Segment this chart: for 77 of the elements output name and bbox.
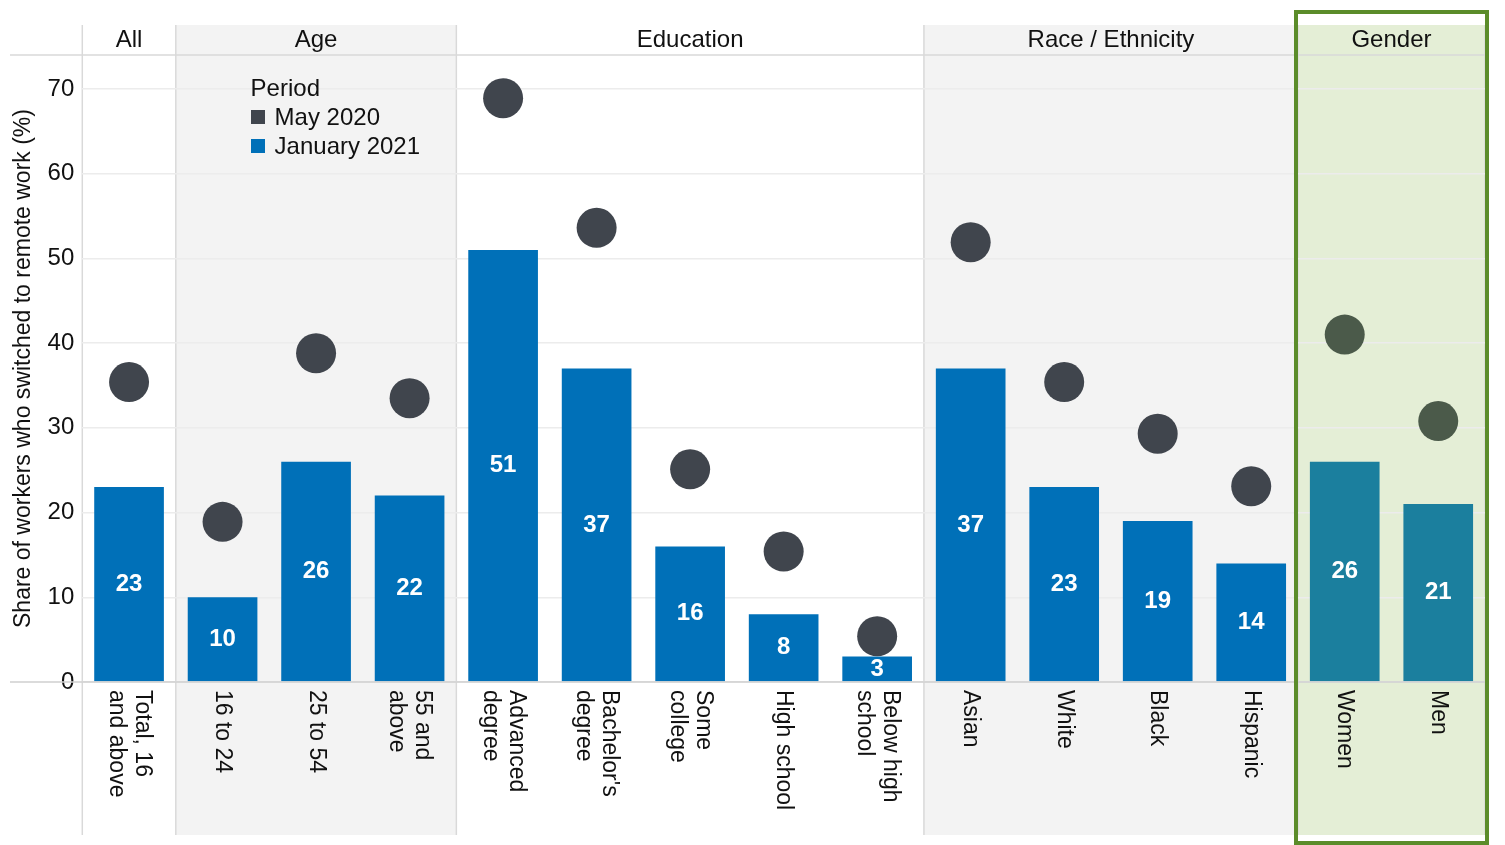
point [296,333,337,374]
x-tick-label: Advanced degree [478,690,531,793]
x-tick-label: Women [1333,690,1360,769]
y-tick-label: 0 [60,666,75,694]
data-label: 10 [209,623,236,651]
bar [1122,521,1193,682]
point [109,362,150,403]
point [763,531,804,572]
y-tick-label: 70 [47,73,75,101]
point [1231,466,1272,507]
point [1324,314,1365,355]
data-label: 51 [489,450,517,478]
legend-label: May 2020 [273,102,381,131]
y-tick-label: 50 [47,242,75,270]
bar [374,495,445,682]
x-tick-label: Asian [959,690,986,748]
bar [842,656,912,682]
point [1418,401,1459,442]
data-label: 16 [676,598,704,626]
data-label: 26 [302,556,330,584]
legend-label: January 2021 [273,131,421,160]
data-label: 37 [583,509,610,537]
y-tick-label: 30 [47,412,75,440]
bar [281,461,351,682]
text: Education [636,24,744,52]
y-tick-label: 60 [47,158,75,186]
bar [748,614,819,682]
point [202,501,243,542]
data-label: 3 [870,653,884,681]
x-tick-label: 16 to 24 [211,690,238,774]
data-label: 23 [1050,568,1078,596]
bar [1403,504,1474,682]
band-label: Gender [1351,24,1432,52]
legend-title: Period [250,73,321,102]
point [857,616,898,657]
x-tick-label: 25 to 54 [304,690,331,774]
x-tick-label: 55 and above [385,690,438,761]
x-tick-label: Hispanic [1239,690,1266,779]
x-tick-label: Black [1146,690,1173,747]
point [670,449,711,490]
data-label: 21 [1424,577,1452,605]
x-tick-label: Bachelor's degree [572,690,625,797]
x-tick-label: Total, 16 and above [104,690,157,798]
x-tick-label: High school [772,690,799,811]
data-label: 23 [115,568,143,596]
data-label: 22 [396,573,423,601]
point [1137,413,1178,454]
data-label: 14 [1237,606,1266,634]
text: All [115,24,143,52]
point [950,222,991,263]
data-label: 26 [1331,556,1359,584]
x-tick-label: Men [1426,690,1453,735]
bar [468,249,538,682]
bar [94,487,164,682]
bar [561,368,632,682]
y-tick-label: 20 [47,497,75,525]
bar [187,597,258,682]
data-label: 8 [776,632,791,660]
bar [655,546,725,682]
y-tick-label: 10 [47,581,75,609]
bar [1029,487,1100,682]
band-label: Age [294,24,338,52]
data-label: 37 [957,509,985,537]
bar [935,368,1006,682]
x-tick-label: Some college [665,690,718,763]
x-tick-label: Below high school [852,690,905,803]
y-axis-title: Share of workers who switched to remote work (%) [9,109,36,628]
data-label: 19 [1144,585,1172,613]
point [483,78,524,119]
point [389,378,430,419]
x-tick-label: White [1052,690,1079,749]
bar [1216,563,1287,682]
point [1044,362,1085,403]
point [576,207,617,248]
band-label: Race / Ethnicity [1027,24,1195,52]
y-tick-label: 40 [47,327,75,355]
bar [1309,461,1380,682]
